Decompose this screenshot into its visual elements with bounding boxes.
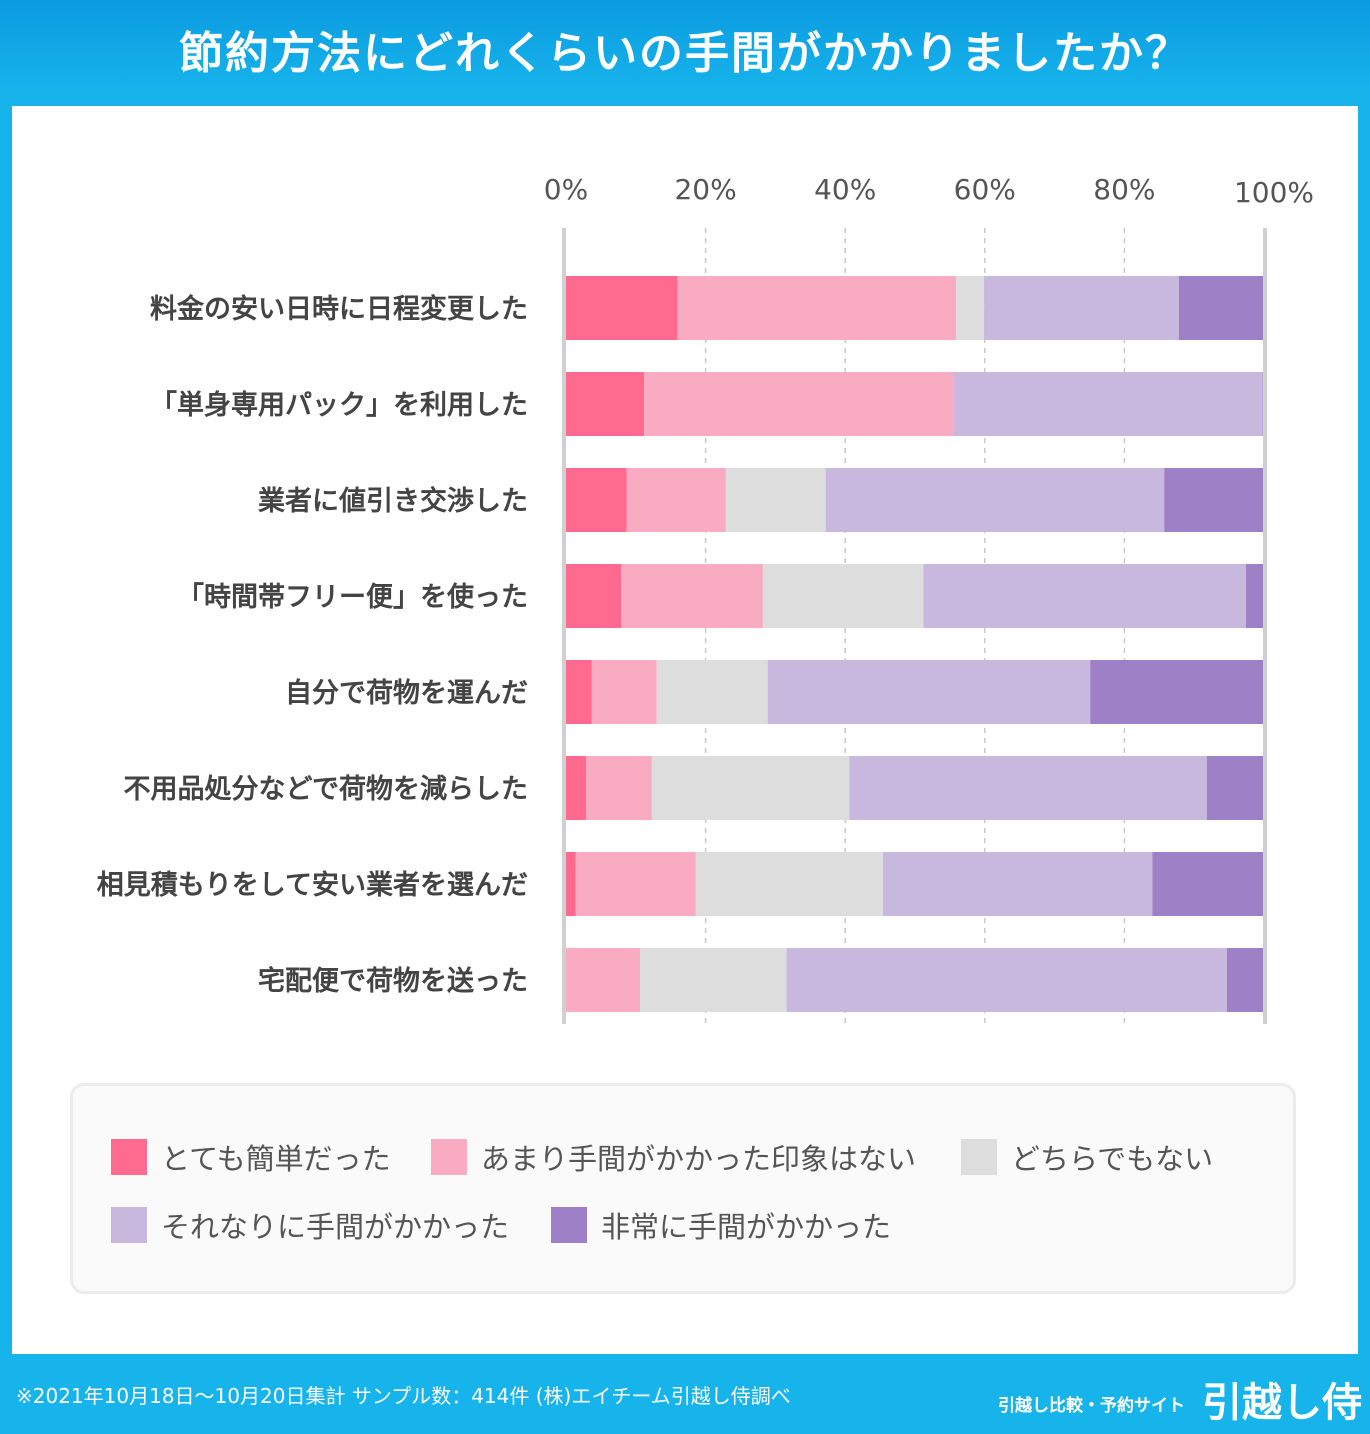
bar-segment bbox=[566, 948, 640, 1012]
category-label: 「時間帯フリー便」を使った bbox=[177, 581, 528, 613]
legend-swatch bbox=[961, 1139, 997, 1175]
bar-segment bbox=[1178, 276, 1264, 340]
legend-item: どちらでもない bbox=[961, 1136, 1213, 1178]
legend-swatch bbox=[111, 1207, 147, 1243]
bar-segment bbox=[639, 948, 787, 1012]
x-tick-label: 80% bbox=[1093, 173, 1155, 206]
category-label: 業者に値引き交渉した bbox=[258, 485, 528, 517]
bar-segment bbox=[882, 852, 1153, 916]
brand-logo[interactable]: 引越し侍 bbox=[1202, 1380, 1362, 1426]
category-label: 自分で荷物を運んだ bbox=[285, 677, 528, 709]
bar-segment bbox=[762, 564, 924, 628]
bar-segment bbox=[566, 660, 592, 724]
bar-segment bbox=[1090, 660, 1264, 724]
bar-segment bbox=[1152, 852, 1264, 916]
brand-tagline: 引越し比較・予約サイト bbox=[998, 1396, 1185, 1416]
bar-segment bbox=[1206, 756, 1264, 820]
bar-segment bbox=[953, 372, 1263, 436]
legend-swatch bbox=[111, 1139, 147, 1175]
bar-segment bbox=[656, 660, 768, 724]
legend-swatch bbox=[551, 1207, 587, 1243]
bar-segment bbox=[786, 948, 1228, 1012]
bar-segment bbox=[586, 756, 652, 820]
bar-segment bbox=[725, 468, 826, 532]
category-label: 宅配便で荷物を送った bbox=[258, 965, 528, 997]
legend-item: とても簡単だった bbox=[111, 1136, 391, 1178]
category-label: 相見積もりをして安い業者を選んだ bbox=[97, 870, 528, 901]
bar-segment bbox=[677, 276, 957, 340]
legend-item: 非常に手間がかかった bbox=[551, 1204, 891, 1246]
chart-svg: 0% 20% 40% 60% 80% 100% 料金の安い日時に日程変更した「単身専用パック… bbox=[97, 173, 1314, 1024]
bar-segment bbox=[566, 276, 678, 340]
category-label: 料金の安い日時に日程変更した bbox=[150, 293, 528, 325]
bar-segment bbox=[566, 852, 576, 916]
legend-label: それなりに手間がかかった bbox=[161, 1210, 510, 1244]
bar-segment bbox=[956, 276, 985, 340]
bar-segment bbox=[566, 756, 587, 820]
bar-segment bbox=[849, 756, 1207, 820]
bar-segment bbox=[984, 276, 1179, 340]
bar-segment bbox=[1245, 564, 1264, 628]
bar-segment bbox=[575, 852, 696, 916]
header: 節約方法にどれくらいの手間がかかりましたか？ bbox=[0, 0, 1370, 98]
chart-title: 節約方法にどれくらいの手間がかかりましたか？ bbox=[179, 28, 1191, 79]
bar-segment bbox=[566, 468, 627, 532]
legend-item: あまり手間がかかった印象はない bbox=[431, 1136, 916, 1178]
bar-segment bbox=[1227, 948, 1264, 1012]
bar-segment bbox=[566, 372, 645, 436]
bar-segment bbox=[767, 660, 1091, 724]
legend-label: 非常に手間がかかった bbox=[601, 1210, 892, 1244]
x-tick-label: 20% bbox=[674, 173, 736, 206]
footer-note: ※2021年10月18日〜10月20日集計 サンプル数：414件 (株)エイチー… bbox=[16, 1384, 791, 1408]
legend: とても簡単だった あまり手間がかかった印象はない どちらでもないそれなりに手間がかか… bbox=[70, 1083, 1296, 1294]
legend-label: どちらでもない bbox=[1011, 1142, 1214, 1176]
x-tick-label: 100% bbox=[1234, 176, 1314, 209]
bar-segment bbox=[1164, 468, 1264, 532]
bar-segment bbox=[566, 564, 622, 628]
x-tick-label: 60% bbox=[954, 173, 1016, 206]
x-tick-label: 40% bbox=[814, 173, 876, 206]
bar-segment bbox=[825, 468, 1165, 532]
legend-item: それなりに手間がかかった bbox=[111, 1204, 509, 1246]
legend-swatch bbox=[431, 1139, 467, 1175]
legend-label: とても簡単だった bbox=[161, 1142, 391, 1176]
bar-segment bbox=[695, 852, 883, 916]
category-label: 「単身専用パック」を利用した bbox=[150, 389, 528, 421]
bar-segment bbox=[621, 564, 763, 628]
bar-segment bbox=[626, 468, 726, 532]
bar-segment bbox=[923, 564, 1246, 628]
legend-label: あまり手間がかかった印象はない bbox=[481, 1142, 917, 1176]
bar-segment bbox=[644, 372, 954, 436]
category-label: 不用品処分などで荷物を減らした bbox=[124, 773, 528, 805]
bar-segment bbox=[591, 660, 657, 724]
bar-segment bbox=[651, 756, 850, 820]
x-tick-label: 0% bbox=[544, 173, 588, 206]
